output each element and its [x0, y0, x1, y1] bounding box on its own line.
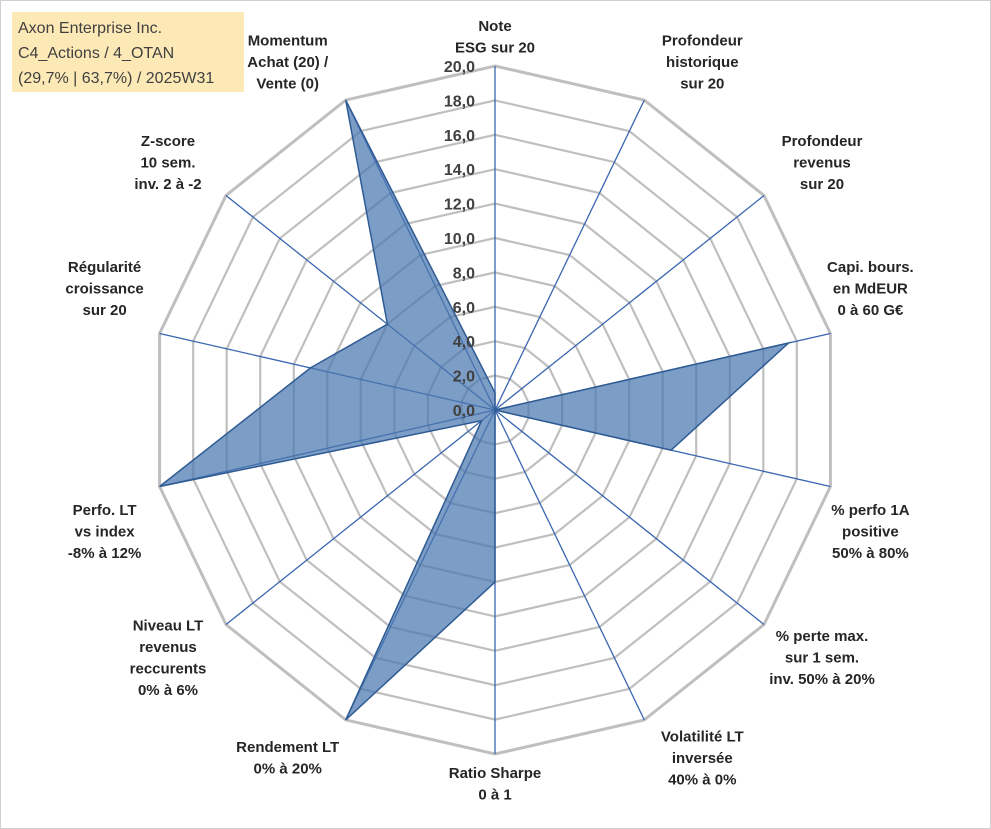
axis-label: Volatilité LT inversée 40% à 0% — [661, 728, 744, 788]
axis-label-line: positive — [842, 524, 899, 541]
tick-label: 16,0 — [444, 128, 475, 145]
axis-label-line: ESG sur 20 — [455, 39, 535, 56]
category-label: C4_Actions / 4_OTAN — [18, 45, 175, 62]
axis-label-line: Rendement LT — [236, 739, 339, 756]
axis-label-line: 0 à 60 G€ — [837, 302, 904, 319]
axis-spoke — [494, 409, 645, 721]
axis-spoke — [494, 194, 765, 411]
axis-label-line: Ratio Sharpe — [449, 765, 542, 782]
tick-label: 18,0 — [444, 93, 475, 110]
tick-label: 6,0 — [453, 300, 475, 317]
score-summary: (29,7% | 63,7%) / 2025W31 — [18, 70, 215, 87]
axis-label-line: reccurents — [130, 660, 207, 677]
axis-label: Perfo. LT vs index -8% à 12% — [68, 502, 141, 562]
axis-label-line: Capi. bours. — [827, 259, 914, 276]
axis-label-line: Perfo. LT — [73, 502, 137, 519]
axis-label-line: revenus — [139, 639, 197, 656]
axis-label-line: inv. 2 à -2 — [134, 176, 201, 193]
axis-label: Profondeur historique sur 20 — [662, 33, 743, 93]
axis-label-line: 0 à 1 — [478, 786, 511, 803]
axis-label-line: Momentum — [248, 33, 328, 50]
axis-label-line: 10 sem. — [140, 154, 195, 171]
axis-label: Capi. bours. en MdEUR 0 à 60 G€ — [827, 259, 914, 319]
axis-label-line: % perte max. — [776, 628, 869, 645]
axis-label: % perfo 1A positive 50% à 80% — [831, 502, 910, 562]
axis-label-line: Profondeur — [782, 133, 863, 150]
axis-label-line: sur 20 — [82, 302, 126, 319]
tick-label: 2,0 — [453, 369, 475, 386]
axis-label: Niveau LT revenus reccurents 0% à 6% — [130, 617, 207, 699]
axis-spoke — [494, 409, 765, 626]
tick-label: 14,0 — [444, 162, 475, 179]
axis-label-line: % perfo 1A — [831, 502, 910, 519]
axis-label-line: sur 20 — [680, 76, 724, 93]
axis-label: Profondeur revenus sur 20 — [782, 133, 863, 193]
axis-label: Note ESG sur 20 — [455, 18, 535, 57]
axis-spoke — [494, 99, 645, 411]
axis-label: Momentum Achat (20) / Vente (0) — [247, 33, 329, 93]
axis-label-line: sur 20 — [800, 176, 844, 193]
axis-label-line: 0% à 6% — [138, 682, 198, 699]
axis-label-line: 0% à 20% — [254, 761, 322, 778]
axis-label-line: Volatilité LT — [661, 728, 744, 745]
axis-label-line: Niveau LT — [133, 617, 204, 634]
axis-spoke — [225, 409, 496, 626]
axis-label-line: Profondeur — [662, 33, 743, 50]
axis-label: Rendement LT 0% à 20% — [236, 739, 339, 778]
axis-label-line: inversée — [672, 750, 733, 767]
company-name: Axon Enterprise Inc. — [18, 20, 163, 37]
tick-label: 10,0 — [444, 231, 475, 248]
axis-label-line: Note — [478, 18, 511, 35]
tick-label: 0,0 — [453, 403, 475, 420]
tick-label: 4,0 — [453, 334, 475, 351]
chart-title-box: Axon Enterprise Inc. C4_Actions / 4_OTAN… — [12, 12, 244, 92]
tick-label: 20,0 — [444, 59, 475, 76]
tick-label: 12,0 — [444, 197, 475, 214]
axis-label: Ratio Sharpe 0 à 1 — [449, 765, 542, 804]
axis-label-line: croissance — [65, 281, 143, 298]
axis-label-line: Régularité — [68, 259, 141, 276]
axis-label-line: Z-score — [141, 133, 195, 150]
radar-axis-labels: Note ESG sur 20 Profondeur historique sur 20… — [65, 18, 914, 804]
axis-label-line: 50% à 80% — [832, 545, 909, 562]
radar-tick-labels: 0,0 2,0 4,0 6,0 8,0 10,0 12,0 14,0 16,0 18,0 20,0 — [444, 59, 475, 420]
axis-label-line: revenus — [793, 154, 851, 171]
axis-label-line: sur 1 sem. — [785, 650, 859, 667]
axis-label: Z-score 10 sem. inv. 2 à -2 — [134, 133, 201, 193]
axis-label: Régularité croissance sur 20 — [65, 259, 143, 319]
series-area — [159, 99, 792, 721]
axis-label-line: vs index — [75, 524, 136, 541]
axis-label-line: 40% à 0% — [668, 771, 736, 788]
axis-label-line: Vente (0) — [256, 76, 319, 93]
radar-series — [159, 99, 792, 721]
axis-label-line: Achat (20) / — [247, 54, 329, 71]
axis-label-line: en MdEUR — [833, 281, 908, 298]
axis-label-line: inv. 50% à 20% — [769, 671, 875, 688]
tick-label: 8,0 — [453, 265, 475, 282]
axis-label-line: historique — [666, 54, 739, 71]
axis-label-line: -8% à 12% — [68, 545, 141, 562]
axis-label: % perte max. sur 1 sem. inv. 50% à 20% — [769, 628, 875, 688]
